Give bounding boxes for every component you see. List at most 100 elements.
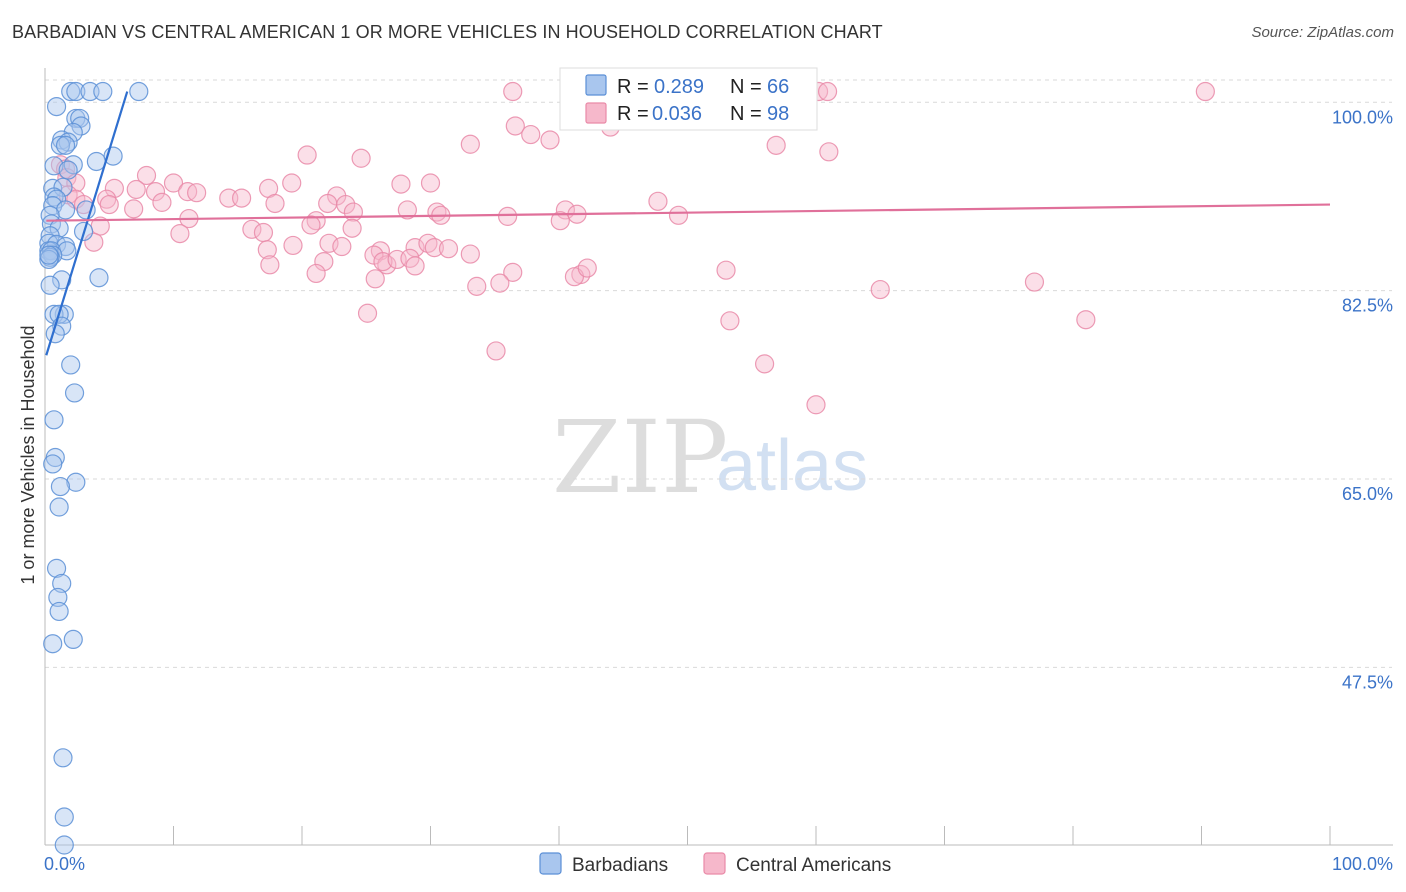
central-american-point <box>351 148 371 168</box>
legend-n-label-1: N = <box>730 76 762 98</box>
central-american-point <box>99 194 119 215</box>
legend-n-label-2: N = <box>730 103 762 125</box>
central-american-point <box>577 258 597 278</box>
central-american-point <box>870 279 890 300</box>
central-american-point <box>145 182 166 202</box>
source-label: Source: ZipAtlas.com <box>1251 24 1394 41</box>
central-american-point <box>498 206 518 226</box>
barbadian-point <box>53 748 73 768</box>
barbadian-point <box>70 108 90 129</box>
barbadian-point <box>63 155 83 175</box>
central-american-point <box>754 354 775 374</box>
legend-swatch-central-americans <box>585 102 607 124</box>
central-american-point <box>503 81 523 102</box>
central-american-point <box>283 235 303 256</box>
barbadian-point <box>48 587 68 608</box>
barbadian-point <box>52 270 72 290</box>
central-american-point <box>126 179 146 200</box>
barbadian-point <box>61 81 81 102</box>
central-american-point <box>318 193 338 214</box>
legend-r-label-2: R = <box>617 103 649 125</box>
central-american-point <box>265 193 285 214</box>
central-american-point <box>391 174 411 194</box>
barbadian-point <box>39 249 59 270</box>
central-american-point <box>373 251 393 272</box>
central-american-point <box>486 341 506 361</box>
central-american-point <box>521 124 541 145</box>
series-legend-swatch-barbadians <box>539 852 562 875</box>
central-american-point <box>343 202 363 222</box>
legend-swatch-barbadians <box>585 74 607 96</box>
central-american-point <box>124 199 144 219</box>
barbadian-point <box>50 135 71 155</box>
barbadian-point <box>66 472 86 492</box>
barbadian-point <box>44 410 64 430</box>
barbadian-point <box>46 558 67 578</box>
watermark-zip: ZIP <box>552 399 728 516</box>
barbadian-point <box>58 132 78 152</box>
legend-n-value-central-americans: 98 <box>767 103 789 125</box>
central-american-point <box>342 218 362 238</box>
barbadian-point <box>64 383 85 403</box>
central-american-point <box>648 191 668 211</box>
barbadian-point <box>43 634 63 654</box>
central-american-point <box>336 194 356 215</box>
central-american-point <box>242 219 262 239</box>
barbadian-point <box>66 81 86 102</box>
central-american-point <box>1076 310 1096 330</box>
barbadian-point <box>46 96 67 117</box>
chart-title: BARBADIAN VS CENTRAL AMERICAN 1 OR MORE … <box>12 22 883 42</box>
barbadian-point <box>129 81 149 102</box>
central-american-point <box>467 276 487 296</box>
legend-n-value-barbadians: 66 <box>767 76 789 98</box>
series-legend-central-americans: Central Americans <box>736 855 891 876</box>
central-american-point <box>187 183 207 203</box>
series-legend-barbadians: Barbadians <box>572 855 668 876</box>
barbadian-point <box>89 268 109 288</box>
barbadian-point <box>43 454 63 474</box>
y-tick-label: 65.0% <box>1342 484 1393 504</box>
central-american-point <box>550 211 570 231</box>
series-legend: Barbadians Central Americans <box>539 852 891 876</box>
barbadians-points <box>39 81 149 855</box>
central-american-point <box>766 135 786 155</box>
trend-lines <box>45 91 1331 356</box>
central-american-point <box>438 239 459 259</box>
barbadian-point <box>57 241 77 261</box>
central-american-point <box>314 251 334 272</box>
central-american-point <box>136 165 157 186</box>
y-axis-label: 1 or more Vehicles in Household <box>18 325 38 584</box>
watermark-atlas: atlas <box>716 426 868 506</box>
barbadians-trend-line <box>45 91 129 356</box>
central-american-point <box>397 200 417 220</box>
barbadian-point <box>93 81 113 102</box>
central-american-point <box>1195 81 1215 102</box>
central-american-point <box>720 311 740 331</box>
central-american-point <box>420 173 441 193</box>
barbadian-point <box>40 275 60 295</box>
central-american-point <box>253 222 274 243</box>
tick-labels: 100.0% 82.5% 65.0% 47.5% 0.0% 100.0% <box>44 107 1393 874</box>
central-american-point <box>460 244 480 264</box>
barbadian-point <box>50 476 71 497</box>
central-american-point <box>332 236 352 257</box>
y-tick-label: 100.0% <box>1332 107 1393 127</box>
central-american-point <box>716 260 736 280</box>
barbadian-point <box>71 116 91 136</box>
central-american-point <box>357 303 378 323</box>
gridlines <box>45 79 1392 668</box>
central-american-point <box>424 238 444 258</box>
central-americans-points <box>50 81 1215 415</box>
stats-legend: R = 0.289 N = 66 R = 0.036 N = 98 <box>559 67 818 131</box>
x-tick-label-min: 0.0% <box>44 854 85 874</box>
central-american-point <box>668 205 689 225</box>
central-american-point <box>405 256 425 276</box>
central-american-point <box>817 81 838 102</box>
central-american-point <box>540 130 560 150</box>
central-american-point <box>1024 272 1045 292</box>
central-american-point <box>257 240 277 260</box>
barbadian-point <box>55 135 76 155</box>
central-american-point <box>97 189 117 209</box>
central-american-point <box>306 263 326 284</box>
